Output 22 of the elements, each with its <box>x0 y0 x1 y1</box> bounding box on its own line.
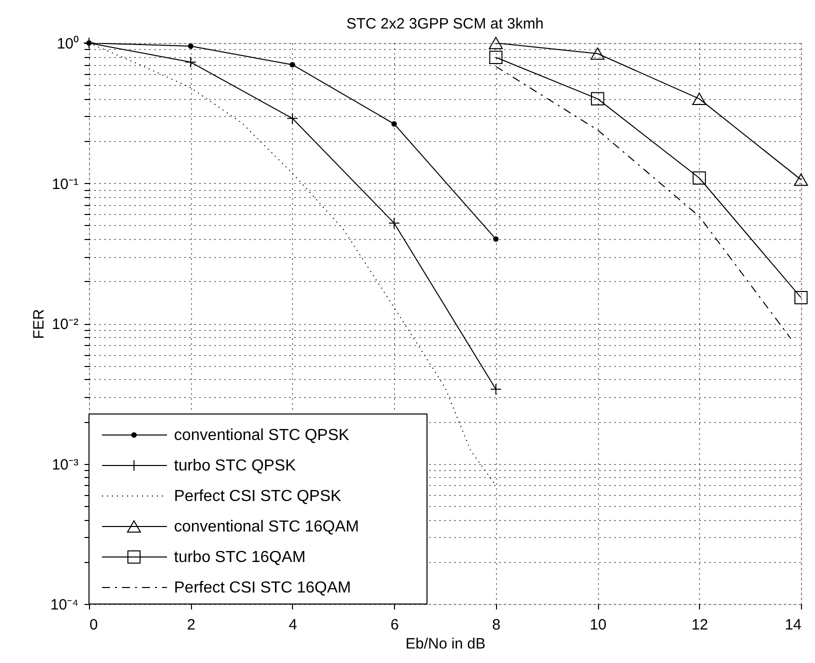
x-axis-title: Eb/No in dB <box>405 636 486 652</box>
chart-title: STC 2x2 3GPP SCM at 3kmh <box>346 15 544 32</box>
x-tick-label: 12 <box>691 616 708 634</box>
y-tick-label: 10⁻² <box>52 316 78 333</box>
x-tick-label: 4 <box>288 616 298 634</box>
legend-label: Perfect CSI STC QPSK <box>174 488 342 505</box>
legend-label: turbo STC QPSK <box>174 458 296 474</box>
x-tick-label: 0 <box>90 616 98 634</box>
y-tick-label: 10⁻³ <box>52 456 78 474</box>
x-tick-label: 14 <box>784 616 802 634</box>
x-tick-label: 6 <box>390 616 399 634</box>
x-tick-label: 2 <box>187 616 196 634</box>
y-tick-label: 10⁻¹ <box>52 176 78 193</box>
legend-label: conventional STC 16QAM <box>174 518 359 536</box>
y-axis-title: FER <box>30 308 48 339</box>
legend-label: conventional STC QPSK <box>174 427 350 444</box>
legend-label: turbo STC 16QAM <box>174 549 306 566</box>
x-tick-label: 8 <box>492 616 501 634</box>
y-tick-label: 10⁻⁴ <box>50 596 78 614</box>
legend-label: Perfect CSI STC 16QAM <box>174 580 351 596</box>
y-tick-label: 10⁰ <box>56 36 78 52</box>
x-tick-label: 10 <box>590 616 606 634</box>
